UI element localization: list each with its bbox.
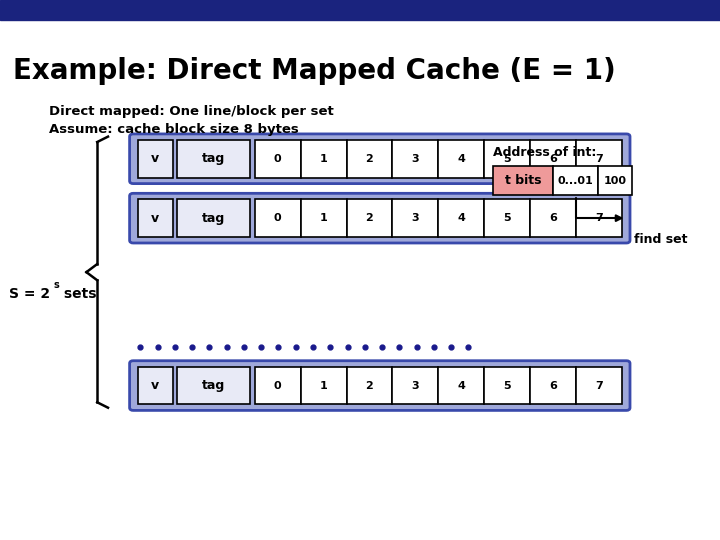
Bar <box>255 367 300 404</box>
Bar <box>346 367 392 404</box>
Bar <box>300 367 346 404</box>
Text: 3: 3 <box>412 154 419 164</box>
Bar <box>438 367 485 404</box>
Text: 4: 4 <box>457 154 465 164</box>
Bar <box>0 0 720 20</box>
Text: 2: 2 <box>366 213 374 223</box>
Bar <box>598 166 632 195</box>
Bar <box>138 199 173 237</box>
Bar <box>138 140 173 178</box>
Text: 6: 6 <box>549 381 557 390</box>
Text: sets: sets <box>59 287 96 301</box>
Bar <box>255 199 300 237</box>
Text: 7: 7 <box>595 154 603 164</box>
Text: 5: 5 <box>503 154 511 164</box>
Text: tag: tag <box>202 379 225 392</box>
Text: Assume: cache block size 8 bytes: Assume: cache block size 8 bytes <box>49 123 299 136</box>
Bar <box>553 166 598 195</box>
Text: S = 2: S = 2 <box>9 287 50 301</box>
Text: v: v <box>151 152 159 165</box>
Text: 0...01: 0...01 <box>558 176 593 186</box>
Bar <box>576 367 622 404</box>
Text: 1: 1 <box>320 154 328 164</box>
Bar <box>485 199 530 237</box>
Text: 1: 1 <box>320 381 328 390</box>
Bar <box>576 199 622 237</box>
Bar <box>177 199 251 237</box>
Bar <box>493 166 553 195</box>
Bar <box>530 140 576 178</box>
Bar <box>392 367 438 404</box>
Text: 0: 0 <box>274 154 282 164</box>
Bar <box>576 140 622 178</box>
Text: v: v <box>151 212 159 225</box>
Bar <box>392 199 438 237</box>
Text: 0: 0 <box>274 213 282 223</box>
Text: 2: 2 <box>366 154 374 164</box>
Text: 0: 0 <box>274 381 282 390</box>
Bar <box>300 199 346 237</box>
Text: Address of int:: Address of int: <box>493 146 597 159</box>
Text: tag: tag <box>202 212 225 225</box>
FancyBboxPatch shape <box>130 134 630 184</box>
Bar <box>138 367 173 404</box>
Text: 3: 3 <box>412 213 419 223</box>
Text: v: v <box>151 379 159 392</box>
Text: 100: 100 <box>604 176 626 186</box>
Text: s: s <box>53 280 59 289</box>
Bar <box>530 367 576 404</box>
Text: 4: 4 <box>457 213 465 223</box>
Text: Direct mapped: One line/block per set: Direct mapped: One line/block per set <box>49 105 333 118</box>
Text: 4: 4 <box>457 381 465 390</box>
Bar <box>485 140 530 178</box>
Bar <box>346 199 392 237</box>
Text: 5: 5 <box>503 381 511 390</box>
Text: Example: Direct Mapped Cache (E = 1): Example: Direct Mapped Cache (E = 1) <box>13 57 616 85</box>
Bar <box>177 140 251 178</box>
Text: find set: find set <box>634 233 687 246</box>
Text: 6: 6 <box>549 154 557 164</box>
FancyBboxPatch shape <box>130 361 630 410</box>
Bar <box>438 199 485 237</box>
FancyBboxPatch shape <box>130 193 630 243</box>
Bar <box>438 140 485 178</box>
Text: 3: 3 <box>412 381 419 390</box>
Text: 2: 2 <box>366 381 374 390</box>
Text: 1: 1 <box>320 213 328 223</box>
Text: tag: tag <box>202 152 225 165</box>
Bar <box>255 140 300 178</box>
Bar <box>300 140 346 178</box>
Text: 7: 7 <box>595 213 603 223</box>
Text: 5: 5 <box>503 213 511 223</box>
Bar <box>485 367 530 404</box>
Text: 7: 7 <box>595 381 603 390</box>
Bar <box>177 367 251 404</box>
Bar <box>530 199 576 237</box>
Bar <box>392 140 438 178</box>
Bar <box>346 140 392 178</box>
Text: t bits: t bits <box>505 174 541 187</box>
Text: 6: 6 <box>549 213 557 223</box>
